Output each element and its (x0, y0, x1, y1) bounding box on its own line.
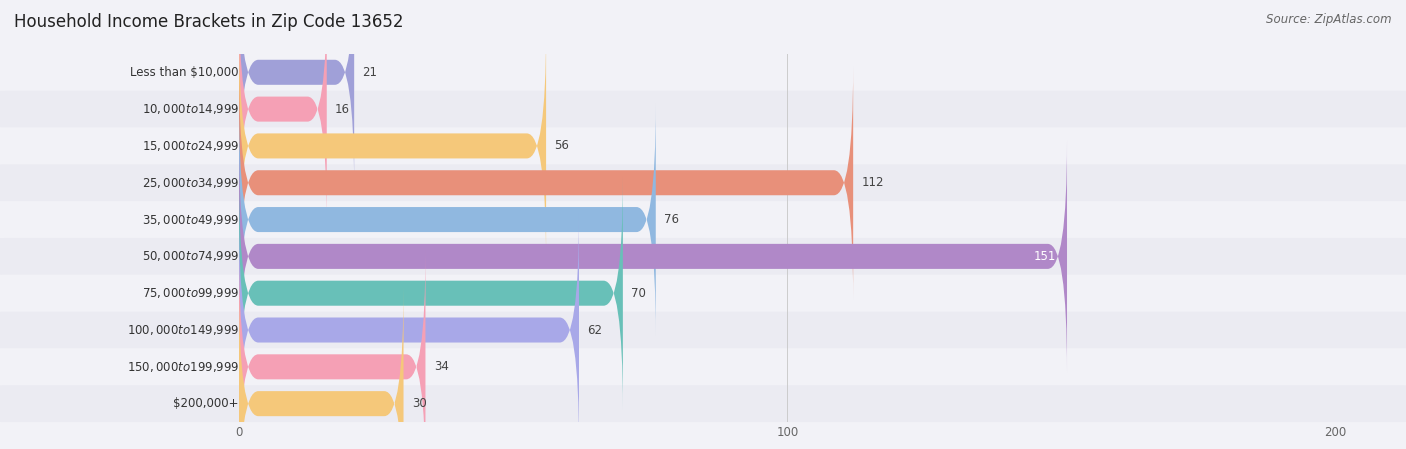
FancyBboxPatch shape (0, 164, 1406, 201)
Text: $15,000 to $24,999: $15,000 to $24,999 (142, 139, 239, 153)
Text: 56: 56 (554, 140, 569, 152)
FancyBboxPatch shape (0, 91, 1406, 128)
Text: Household Income Brackets in Zip Code 13652: Household Income Brackets in Zip Code 13… (14, 13, 404, 31)
Text: Less than $10,000: Less than $10,000 (131, 66, 239, 79)
FancyBboxPatch shape (239, 177, 623, 409)
FancyBboxPatch shape (239, 0, 326, 225)
Text: $10,000 to $14,999: $10,000 to $14,999 (142, 102, 239, 116)
FancyBboxPatch shape (0, 54, 1406, 91)
FancyBboxPatch shape (239, 30, 546, 262)
FancyBboxPatch shape (0, 275, 1406, 312)
Text: $100,000 to $149,999: $100,000 to $149,999 (127, 323, 239, 337)
Text: $75,000 to $99,999: $75,000 to $99,999 (142, 286, 239, 300)
FancyBboxPatch shape (239, 103, 655, 336)
Text: 21: 21 (363, 66, 377, 79)
FancyBboxPatch shape (0, 238, 1406, 275)
Text: $200,000+: $200,000+ (173, 397, 239, 410)
Text: 16: 16 (335, 103, 350, 115)
FancyBboxPatch shape (0, 348, 1406, 385)
Text: 151: 151 (1033, 250, 1056, 263)
Text: 112: 112 (862, 176, 884, 189)
FancyBboxPatch shape (239, 140, 1067, 373)
FancyBboxPatch shape (0, 128, 1406, 164)
Text: $50,000 to $74,999: $50,000 to $74,999 (142, 249, 239, 264)
FancyBboxPatch shape (0, 312, 1406, 348)
FancyBboxPatch shape (239, 0, 354, 189)
Text: 34: 34 (433, 361, 449, 373)
FancyBboxPatch shape (239, 287, 404, 449)
Text: $35,000 to $49,999: $35,000 to $49,999 (142, 212, 239, 227)
Text: 30: 30 (412, 397, 426, 410)
Text: $150,000 to $199,999: $150,000 to $199,999 (127, 360, 239, 374)
FancyBboxPatch shape (0, 201, 1406, 238)
Text: 70: 70 (631, 287, 645, 299)
FancyBboxPatch shape (239, 251, 426, 449)
FancyBboxPatch shape (239, 214, 579, 446)
Text: 62: 62 (588, 324, 602, 336)
FancyBboxPatch shape (239, 66, 853, 299)
Text: 76: 76 (664, 213, 679, 226)
Text: $25,000 to $34,999: $25,000 to $34,999 (142, 176, 239, 190)
FancyBboxPatch shape (0, 385, 1406, 422)
Text: Source: ZipAtlas.com: Source: ZipAtlas.com (1267, 13, 1392, 26)
